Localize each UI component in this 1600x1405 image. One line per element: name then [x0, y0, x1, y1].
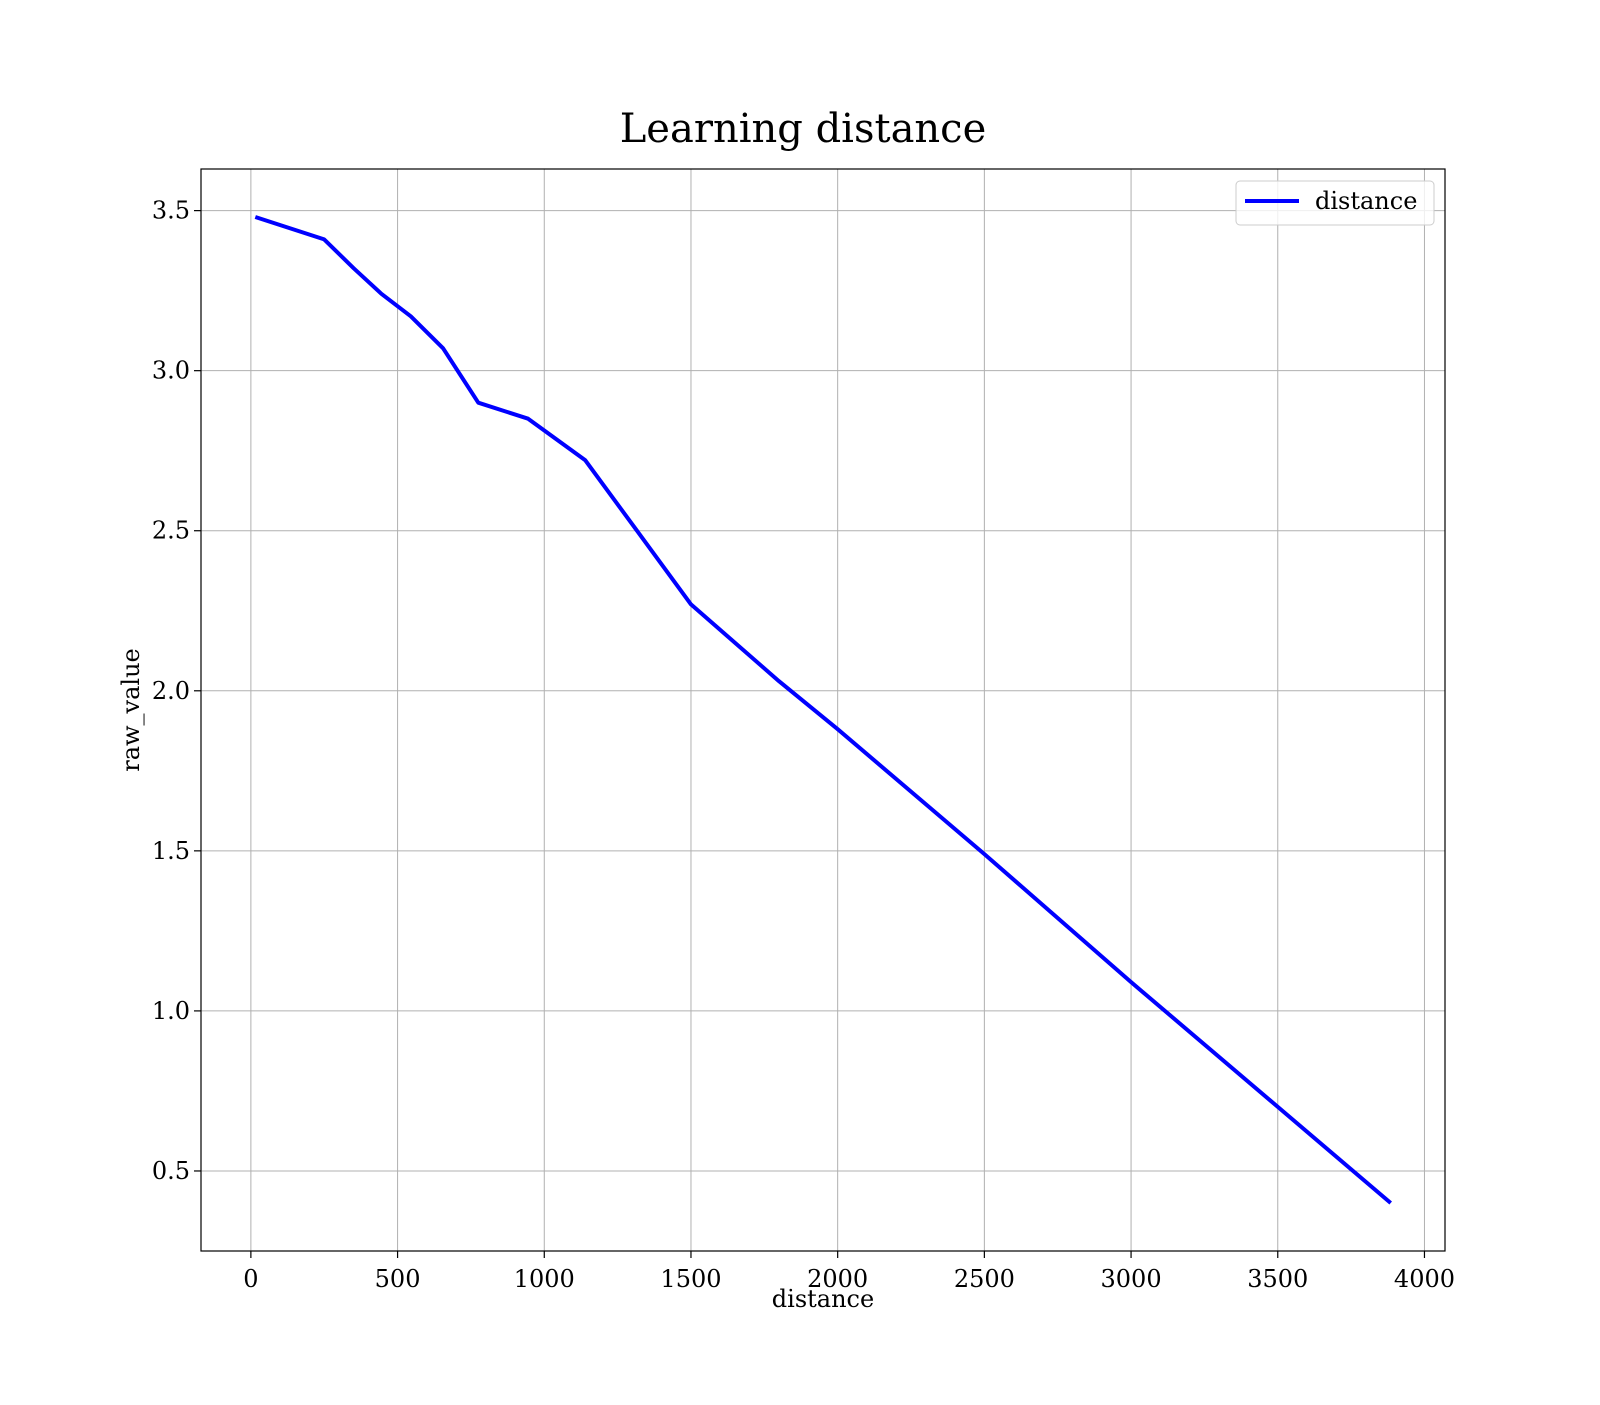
y-axis-label: raw_value: [117, 648, 145, 772]
series-lines: [254, 215, 1392, 1205]
x-tick-label: 3000: [1101, 1265, 1162, 1293]
x-tick-label: 4000: [1394, 1265, 1455, 1293]
x-tick-label: 2500: [954, 1265, 1015, 1293]
x-tick-label: 2000: [807, 1265, 868, 1293]
legend-box: [1235, 180, 1435, 226]
x-tick-label: 1500: [660, 1265, 721, 1293]
grid: [201, 169, 1445, 1251]
y-tick-label: 0.5: [152, 1157, 190, 1185]
x-tick-label: 500: [375, 1265, 421, 1293]
y-axis-ticks: 0.5 1.0 1.5 2.0 2.5 3.0 3.5: [152, 197, 201, 1185]
x-tick-label: 1000: [514, 1265, 575, 1293]
plot-area-frame: [200, 168, 1446, 1252]
x-tick-label: 0: [243, 1265, 258, 1293]
y-tick-label: 3.0: [152, 357, 190, 385]
series-line-distance: [254, 215, 1392, 1205]
chart-title: Learning distance: [620, 106, 987, 152]
y-tick-label: 2.5: [152, 517, 190, 545]
legend: distance: [1235, 180, 1435, 226]
x-axis-label: distance: [772, 1285, 874, 1313]
legend-entry-label: distance: [1315, 187, 1417, 215]
y-tick-label: 1.0: [152, 997, 190, 1025]
x-axis-ticks: 0 500 1000 1500 2000 2500 3000 3500 4000: [243, 1251, 1455, 1293]
x-tick-label: 3500: [1247, 1265, 1308, 1293]
y-tick-label: 2.0: [152, 677, 190, 705]
y-tick-label: 1.5: [152, 837, 190, 865]
y-tick-label: 3.5: [152, 197, 190, 225]
